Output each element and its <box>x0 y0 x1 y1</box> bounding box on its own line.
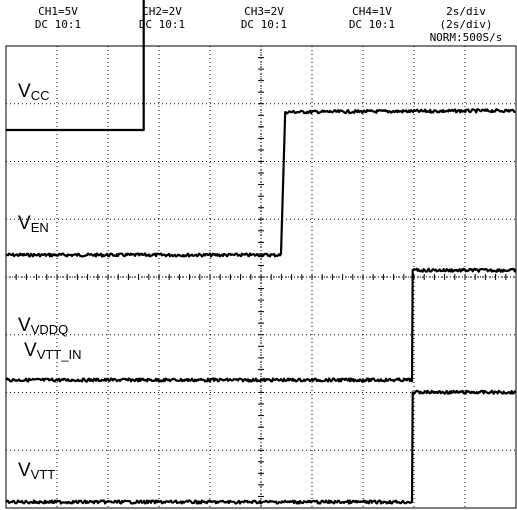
label-vvtt-in-sub: VTT_IN <box>36 347 82 362</box>
ch3-header: CH3=2V DC 10:1 <box>224 5 304 31</box>
ch4-scale: CH4=1V <box>352 5 392 18</box>
ch4-header: CH4=1V DC 10:1 <box>332 5 412 31</box>
trace-ven <box>5 108 516 258</box>
trace-vcc <box>6 0 145 132</box>
ch2-header: CH2=2V DC 10:1 <box>122 5 202 31</box>
label-vvtt-in: VVTT_IN <box>24 341 81 365</box>
ch3-scale: CH3=2V <box>244 5 284 18</box>
label-vvddq-main: V <box>18 315 31 336</box>
ch4-coupling: DC 10:1 <box>348 18 396 31</box>
trace-vvddq-vvtt-in <box>5 267 517 383</box>
timebase-scale-secondary: (2s/div) <box>439 18 493 31</box>
ch2-coupling: DC 10:1 <box>138 18 186 31</box>
label-vcc: VCC <box>18 82 49 106</box>
timebase-header: 2s/div (2s/div) NORM:500S/s <box>420 5 512 44</box>
label-vvddq-sub: VDDQ <box>30 322 69 337</box>
ch1-header: CH1=5V DC 10:1 <box>18 5 98 31</box>
ch3-coupling: DC 10:1 <box>240 18 288 31</box>
traces <box>5 0 517 505</box>
timebase-scale: 2s/div <box>446 5 486 18</box>
label-vvtt-main: V <box>18 460 31 481</box>
ch1-scale: CH1=5V <box>38 5 78 18</box>
ch2-scale: CH2=2V <box>142 5 182 18</box>
label-ven-sub: EN <box>30 220 49 235</box>
grid <box>5 45 517 509</box>
label-ven: VEN <box>18 214 49 238</box>
label-ven-main: V <box>18 213 31 234</box>
label-vcc-main: V <box>18 81 31 102</box>
sample-rate: NORM:500S/s <box>429 31 503 44</box>
label-vvddq: VVDDQ <box>18 316 68 340</box>
label-vvtt: VVTT <box>18 461 55 485</box>
trace-vvtt <box>5 389 517 505</box>
ch1-coupling: DC 10:1 <box>34 18 82 31</box>
label-vvtt-in-main: V <box>24 340 37 361</box>
label-vcc-sub: CC <box>30 88 50 103</box>
label-vvtt-sub: VTT <box>30 467 56 482</box>
